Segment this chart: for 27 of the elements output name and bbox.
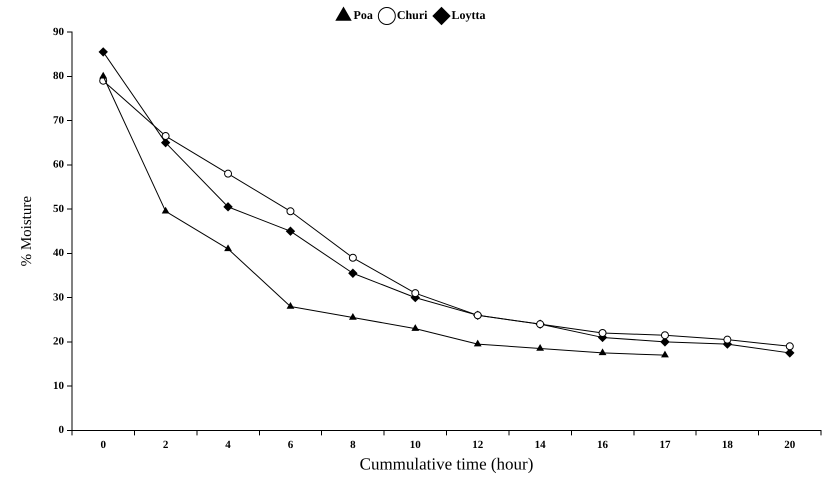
legend-label: Churi xyxy=(396,8,428,22)
x-tick-label: 8 xyxy=(350,438,356,451)
y-tick-label: 50 xyxy=(53,202,64,215)
x-tick-label: 4 xyxy=(225,438,232,451)
x-tick-label: 16 xyxy=(597,438,609,451)
y-tick-label: 80 xyxy=(53,70,64,82)
y-tick-label: 70 xyxy=(53,114,64,126)
x-axis-title: Cummulative time (hour) xyxy=(360,454,534,474)
x-tick-label: 18 xyxy=(722,438,734,451)
x-tick-label: 12 xyxy=(472,438,484,451)
legend-label: Loytta xyxy=(452,8,486,22)
y-tick-label: 60 xyxy=(53,158,64,171)
x-tick-label: 6 xyxy=(288,438,294,451)
y-axis-title: % Moisture xyxy=(18,196,35,266)
y-tick-label: 40 xyxy=(53,247,64,260)
x-tick-label: 0 xyxy=(100,438,106,451)
y-tick-label: 0 xyxy=(58,424,64,436)
y-tick-label: 20 xyxy=(53,336,64,348)
y-tick-label: 10 xyxy=(53,380,64,392)
legend-label: Poa xyxy=(354,8,373,22)
x-tick-label: 14 xyxy=(534,438,546,451)
y-tick-label: 90 xyxy=(53,26,64,38)
x-tick-label: 20 xyxy=(784,438,796,451)
y-tick-label: 30 xyxy=(53,291,64,304)
x-tick-label: 17 xyxy=(659,438,671,451)
x-tick-label: 10 xyxy=(410,438,422,451)
x-tick-label: 2 xyxy=(162,438,169,451)
